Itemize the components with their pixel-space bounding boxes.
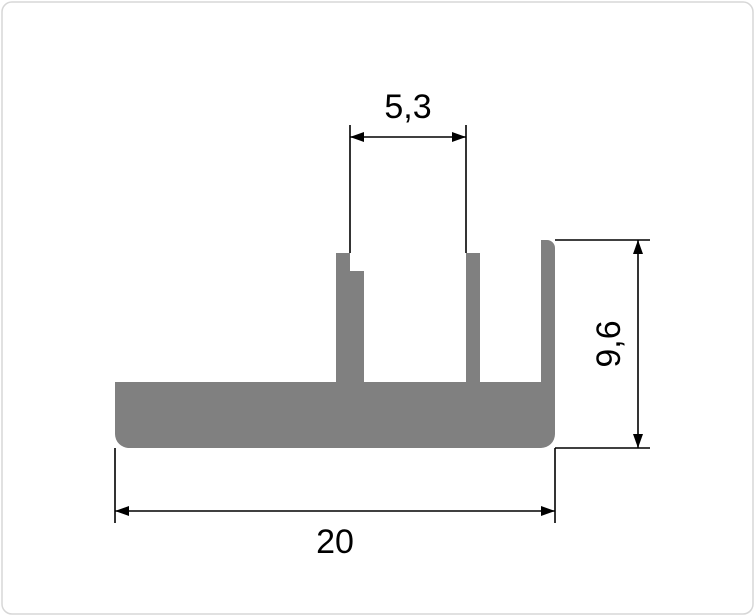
technical-drawing: 20 9,6 5,3 [0, 0, 755, 616]
dimension-slot-5-3: 5,3 [384, 88, 431, 126]
dimensions-group: 20 9,6 5,3 [115, 88, 650, 561]
dimension-height-9-6: 9,6 [590, 320, 628, 367]
dimension-width-20: 20 [316, 523, 354, 561]
profile-cross-section [115, 240, 555, 448]
